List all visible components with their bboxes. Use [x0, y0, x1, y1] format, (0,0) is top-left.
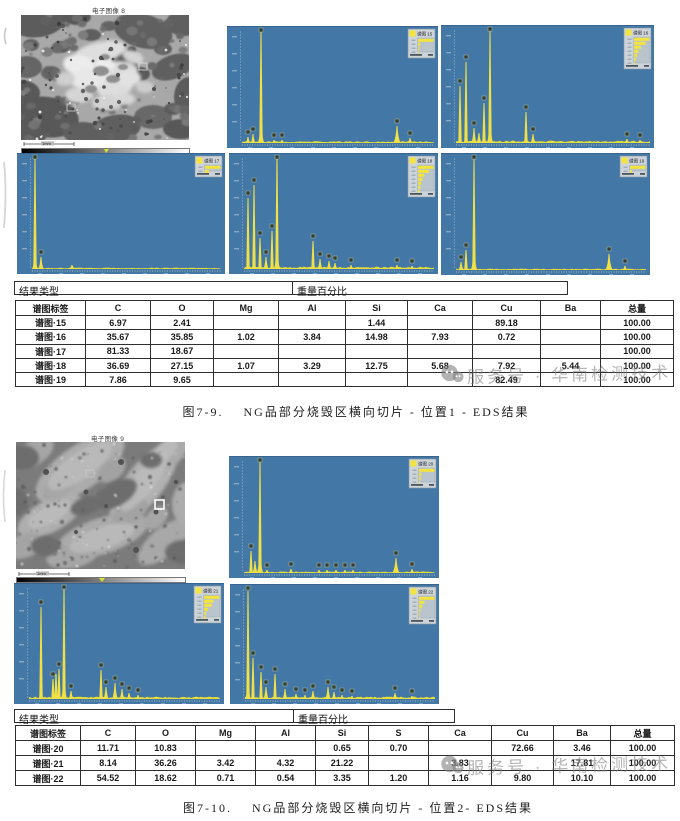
- svg-text:谱图 16: 谱图 16: [633, 30, 649, 37]
- svg-text:谱图 17: 谱图 17: [204, 158, 220, 165]
- svg-text:谱图 22: 谱图 22: [418, 589, 434, 596]
- svg-text:谱图 20: 谱图 20: [418, 461, 434, 468]
- svg-text:谱图 19: 谱图 19: [629, 158, 645, 165]
- svg-text:谱图 21: 谱图 21: [203, 588, 219, 595]
- svg-text:谱图 15: 谱图 15: [417, 31, 433, 38]
- svg-text:谱图 18: 谱图 18: [417, 158, 433, 165]
- svg-text:1mm: 1mm: [37, 571, 47, 576]
- svg-text:1mm: 1mm: [42, 141, 52, 146]
